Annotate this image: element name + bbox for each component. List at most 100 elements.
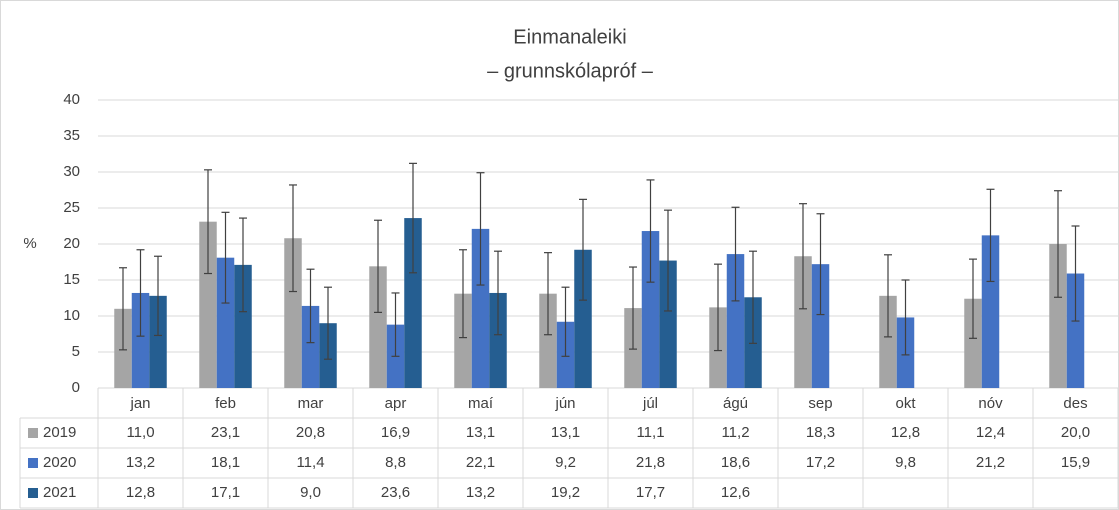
table-value: 12,4 bbox=[976, 424, 1005, 441]
error-bar bbox=[289, 184, 297, 293]
bar bbox=[1066, 273, 1085, 388]
table-value: 13,1 bbox=[551, 424, 580, 441]
chart-title: Einmanaleiki bbox=[513, 26, 626, 48]
error-bar bbox=[119, 267, 127, 351]
y-tick-label: 25 bbox=[63, 199, 80, 216]
error-bar bbox=[799, 203, 807, 310]
error-bar bbox=[561, 286, 570, 357]
error-bar bbox=[646, 179, 655, 283]
error-bar bbox=[901, 279, 910, 356]
error-bar bbox=[544, 252, 552, 336]
table-value: 18,6 bbox=[721, 454, 750, 471]
bar bbox=[1049, 244, 1067, 388]
bar bbox=[726, 254, 745, 388]
bar bbox=[216, 257, 235, 388]
error-bar bbox=[374, 219, 382, 313]
error-bar bbox=[324, 286, 332, 360]
bar bbox=[981, 235, 1000, 388]
bar bbox=[489, 292, 507, 388]
error-bar bbox=[494, 250, 502, 336]
error-bar bbox=[136, 249, 145, 337]
table-value: 21,8 bbox=[636, 454, 665, 471]
bar bbox=[879, 295, 897, 388]
error-bar bbox=[629, 266, 637, 350]
table-value: 13,1 bbox=[466, 424, 495, 441]
legend-swatch bbox=[28, 458, 38, 468]
bar bbox=[539, 293, 557, 388]
table-value: 17,1 bbox=[211, 484, 240, 501]
category-label: jún bbox=[554, 395, 575, 412]
legend-label: 2021 bbox=[43, 484, 76, 501]
y-tick-label: 40 bbox=[63, 91, 80, 108]
table-value: 17,2 bbox=[806, 454, 835, 471]
error-bar bbox=[1071, 225, 1080, 322]
category-label: okt bbox=[895, 395, 916, 412]
y-tick-label: 20 bbox=[63, 235, 80, 252]
error-bar bbox=[884, 254, 892, 338]
category-label: jan bbox=[129, 395, 150, 412]
error-bar bbox=[731, 206, 740, 302]
category-label: maí bbox=[468, 395, 494, 412]
bar bbox=[964, 298, 982, 388]
table-value: 23,6 bbox=[381, 484, 410, 501]
table-value: 17,7 bbox=[636, 484, 665, 501]
table-value: 22,1 bbox=[466, 454, 495, 471]
table-value: 20,0 bbox=[1061, 424, 1090, 441]
bar bbox=[369, 266, 387, 388]
table-value: 11,0 bbox=[126, 424, 154, 441]
y-tick-label: 0 bbox=[72, 379, 80, 396]
category-label: ágú bbox=[723, 395, 748, 412]
table-value: 11,4 bbox=[296, 454, 324, 471]
legend-label: 2019 bbox=[43, 424, 76, 441]
error-bar bbox=[664, 209, 672, 312]
error-bar bbox=[749, 250, 757, 344]
category-label: sep bbox=[808, 395, 832, 412]
table-value: 11,1 bbox=[636, 424, 664, 441]
y-tick-label: 10 bbox=[63, 307, 80, 324]
bar bbox=[471, 228, 490, 388]
bar bbox=[454, 293, 472, 388]
bar bbox=[574, 249, 592, 388]
error-bar bbox=[409, 162, 417, 274]
bar bbox=[794, 256, 812, 388]
error-bar bbox=[239, 217, 247, 313]
error-bar bbox=[816, 213, 825, 316]
error-bar bbox=[986, 188, 995, 283]
category-label: feb bbox=[215, 395, 236, 412]
table-value: 15,9 bbox=[1061, 454, 1090, 471]
table-value: 19,2 bbox=[551, 484, 580, 501]
bar bbox=[659, 260, 677, 388]
y-axis-label: % bbox=[23, 235, 36, 252]
error-bar bbox=[391, 292, 400, 357]
table-value: 11,2 bbox=[721, 424, 749, 441]
table-value: 13,2 bbox=[126, 454, 155, 471]
bar bbox=[641, 231, 660, 388]
table-value: 9,8 bbox=[895, 454, 916, 471]
table-value: 9,2 bbox=[555, 454, 576, 471]
bar bbox=[284, 238, 302, 388]
category-label: mar bbox=[298, 395, 324, 412]
bar bbox=[811, 264, 830, 388]
table-value: 23,1 bbox=[211, 424, 240, 441]
table-value: 18,3 bbox=[806, 424, 835, 441]
error-bar bbox=[154, 255, 162, 337]
legend-label: 2020 bbox=[43, 454, 76, 471]
bar bbox=[149, 295, 167, 388]
legend-swatch bbox=[28, 428, 38, 438]
category-label: des bbox=[1063, 395, 1087, 412]
legend-swatch bbox=[28, 488, 38, 498]
error-bar bbox=[306, 268, 315, 344]
table-value: 9,0 bbox=[300, 484, 321, 501]
error-bar bbox=[221, 211, 230, 304]
table-value: 21,2 bbox=[976, 454, 1005, 471]
bar bbox=[199, 221, 217, 388]
table-value: 20,8 bbox=[296, 424, 325, 441]
table-value: 12,8 bbox=[891, 424, 920, 441]
error-bar bbox=[714, 263, 722, 352]
bar bbox=[301, 305, 320, 388]
table-value: 12,8 bbox=[126, 484, 155, 501]
error-bar bbox=[476, 172, 485, 286]
bar bbox=[131, 292, 150, 388]
